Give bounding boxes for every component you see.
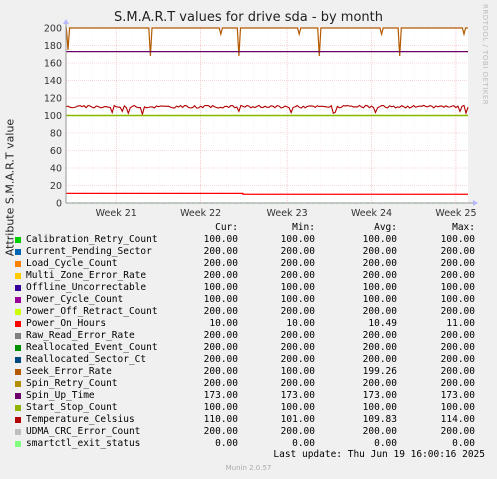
y-tick-label: 60 — [50, 146, 62, 157]
last-update: Last update: Thu Jun 19 16:00:16 2025 — [273, 449, 485, 460]
chart-title: S.M.A.R.T values for drive sda - by mont… — [114, 10, 383, 25]
y-axis-label: Attribute S.M.A.R.T value — [3, 118, 17, 257]
y-tick-label: 120 — [44, 94, 62, 105]
x-axis-arrow — [473, 200, 478, 206]
series-line — [66, 192, 468, 195]
x-tick-label: Week 23 — [267, 208, 308, 219]
y-tick-label: 180 — [44, 41, 62, 52]
series-line — [65, 27, 468, 57]
y-tick-label: 100 — [44, 111, 62, 122]
y-tick-label: 200 — [44, 24, 62, 35]
x-tick-label: Week 22 — [180, 208, 221, 219]
y-tick-label: 20 — [50, 181, 62, 192]
y-tick-label: 40 — [50, 164, 62, 175]
x-tick-label: Week 21 — [96, 208, 137, 219]
x-tick-label: Week 24 — [351, 208, 392, 219]
rrdtool-watermark: RRDTOOL / TOBI OETIKER — [481, 4, 489, 106]
y-tick-label: 80 — [50, 129, 62, 140]
y-tick-label: 0 — [56, 199, 62, 210]
y-axis-arrow — [63, 19, 69, 24]
y-tick-label: 140 — [44, 76, 62, 87]
x-tick-label: Week 25 — [435, 208, 476, 219]
y-tick-label: 160 — [44, 59, 62, 70]
munin-version: Munin 2.0.57 — [225, 464, 272, 472]
series-line — [65, 104, 469, 117]
